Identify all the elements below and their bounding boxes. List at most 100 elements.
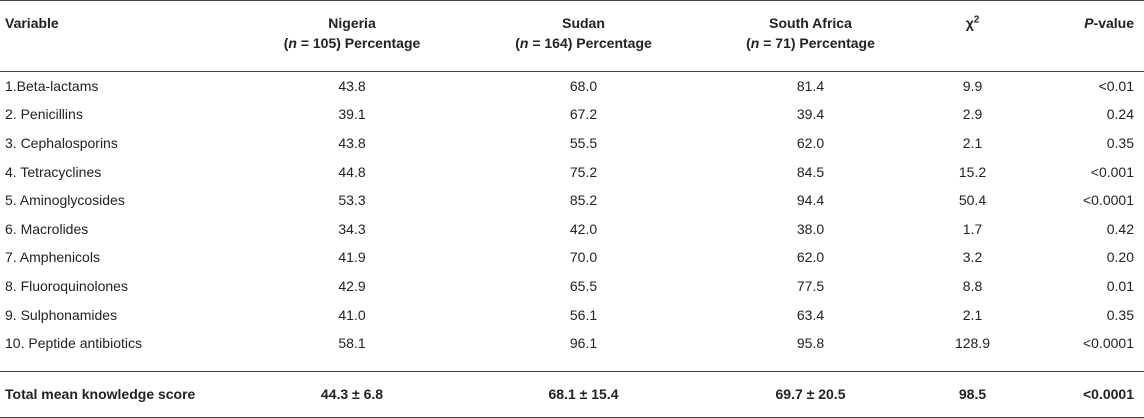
cell-chi-square: 9.9 bbox=[962, 78, 983, 95]
table-row: 6. Macrolides 34.3 42.0 38.0 1.7 0.42 bbox=[0, 214, 1144, 243]
header-south-africa-n-suffix: = 71) Percentage bbox=[759, 35, 875, 51]
cell-p-value: <0.001 bbox=[1090, 163, 1134, 180]
table-body: 1.Beta-lactams 43.8 68.0 81.4 9.9 <0.01 … bbox=[0, 72, 1144, 418]
total-south-africa: 69.7 ± 20.5 bbox=[707, 371, 914, 418]
header-chi-symbol: χ bbox=[965, 15, 974, 31]
total-sudan: 68.1 ± 15.4 bbox=[460, 371, 707, 418]
cell-p-value: 0.42 bbox=[1106, 220, 1134, 237]
table-row: 4. Tetracyclines 44.8 75.2 84.5 15.2 <0.… bbox=[0, 157, 1144, 186]
header-chi-superscript: 2 bbox=[973, 14, 980, 26]
cell-chi-square: 8.8 bbox=[962, 277, 983, 294]
cell-south-africa: 94.4 bbox=[796, 192, 825, 209]
cell-chi-square: 2.1 bbox=[962, 306, 983, 323]
cell-variable: 7. Amphenicols bbox=[5, 249, 100, 266]
cell-chi-square: 1.7 bbox=[962, 220, 983, 237]
cell-p-value: 0.35 bbox=[1106, 306, 1134, 323]
cell-sudan: 96.1 bbox=[569, 335, 598, 352]
cell-chi-square: 2.1 bbox=[962, 134, 983, 151]
section-divider-cell bbox=[0, 357, 1144, 372]
cell-south-africa: 77.5 bbox=[796, 277, 825, 294]
header-south-africa-n-letter: n bbox=[750, 35, 760, 51]
table-row: 1.Beta-lactams 43.8 68.0 81.4 9.9 <0.01 bbox=[0, 72, 1144, 101]
total-nigeria: 44.3 ± 6.8 bbox=[244, 371, 460, 418]
header-sudan-n-suffix: = 164) Percentage bbox=[528, 35, 652, 51]
table-row: 3. Cephalosporins 43.8 55.5 62.0 2.1 0.3… bbox=[0, 129, 1144, 158]
cell-variable: 6. Macrolides bbox=[5, 220, 89, 237]
header-sudan-n: (n = 164) Percentage bbox=[461, 33, 706, 53]
cell-nigeria: 43.8 bbox=[338, 134, 366, 151]
total-chi-square: 98.5 bbox=[914, 371, 1031, 418]
cell-nigeria: 43.8 bbox=[338, 78, 366, 95]
header-sudan-country: Sudan bbox=[562, 15, 605, 31]
cell-p-value: <0.0001 bbox=[1083, 335, 1134, 352]
cell-south-africa: 84.5 bbox=[796, 163, 825, 180]
table-row: 7. Amphenicols 41.9 70.0 62.0 3.2 0.20 bbox=[0, 243, 1144, 272]
total-variable: Total mean knowledge score bbox=[0, 371, 244, 418]
header-south-africa-n-prefix: ( bbox=[746, 35, 751, 51]
table-header: Variable Nigeria (n = 105) Percentage Su… bbox=[0, 0, 1144, 72]
header-p-value: P-value bbox=[1031, 0, 1144, 72]
cell-sudan: 55.5 bbox=[569, 134, 598, 151]
cell-south-africa: 63.4 bbox=[796, 306, 825, 323]
cell-variable: 9. Sulphonamides bbox=[5, 306, 118, 323]
cell-p-value: 0.35 bbox=[1106, 134, 1134, 151]
cell-south-africa: 95.8 bbox=[796, 335, 825, 352]
cell-nigeria: 41.0 bbox=[338, 306, 366, 323]
cell-variable: 10. Peptide antibiotics bbox=[5, 335, 142, 352]
cell-sudan: 68.0 bbox=[569, 78, 598, 95]
cell-nigeria: 58.1 bbox=[338, 335, 366, 352]
header-sudan: Sudan (n = 164) Percentage bbox=[460, 0, 707, 72]
cell-chi-square: 128.9 bbox=[954, 335, 991, 352]
header-nigeria-n-suffix: = 105) Percentage bbox=[296, 35, 421, 51]
cell-south-africa: 62.0 bbox=[796, 134, 825, 151]
header-nigeria-n-prefix: ( bbox=[283, 35, 289, 51]
cell-south-africa: 62.0 bbox=[796, 249, 825, 266]
header-sudan-n-letter: n bbox=[519, 35, 529, 51]
cell-nigeria: 39.1 bbox=[338, 106, 366, 123]
cell-variable: 2. Penicillins bbox=[5, 106, 83, 123]
total-p-value: <0.0001 bbox=[1031, 371, 1144, 418]
cell-sudan: 75.2 bbox=[569, 163, 598, 180]
cell-variable: 1.Beta-lactams bbox=[5, 78, 99, 95]
cell-chi-square: 2.9 bbox=[962, 106, 983, 123]
header-variable: Variable bbox=[0, 0, 244, 72]
cell-p-value: 0.24 bbox=[1106, 106, 1134, 123]
table-row: 8. Fluoroquinolones 42.9 65.5 77.5 8.8 0… bbox=[0, 272, 1144, 301]
header-chi-square: χ2 bbox=[914, 0, 1031, 72]
cell-south-africa: 38.0 bbox=[796, 220, 825, 237]
cell-nigeria: 34.3 bbox=[338, 220, 366, 237]
section-divider bbox=[0, 357, 1144, 372]
header-p-letter: P bbox=[1084, 15, 1094, 31]
cell-south-africa: 81.4 bbox=[796, 78, 825, 95]
header-p-rest: -value bbox=[1093, 15, 1134, 31]
cell-nigeria: 44.8 bbox=[338, 163, 366, 180]
cell-nigeria: 42.9 bbox=[338, 277, 366, 294]
cell-p-value: 0.01 bbox=[1106, 277, 1134, 294]
cell-p-value: <0.0001 bbox=[1083, 192, 1134, 209]
total-row: Total mean knowledge score 44.3 ± 6.8 68… bbox=[0, 371, 1144, 418]
table-row: 9. Sulphonamides 41.0 56.1 63.4 2.1 0.35 bbox=[0, 300, 1144, 329]
cell-p-value: <0.01 bbox=[1098, 78, 1134, 95]
cell-south-africa: 39.4 bbox=[796, 106, 825, 123]
cell-variable: 5. Aminoglycosides bbox=[5, 192, 125, 209]
header-nigeria-n-letter: n bbox=[288, 35, 297, 51]
cell-sudan: 70.0 bbox=[569, 249, 598, 266]
cell-variable: 4. Tetracyclines bbox=[5, 163, 102, 180]
table-row: 5. Aminoglycosides 53.3 85.2 94.4 50.4 <… bbox=[0, 186, 1144, 215]
cell-sudan: 85.2 bbox=[569, 192, 598, 209]
header-nigeria-country: Nigeria bbox=[328, 15, 376, 31]
cell-variable: 3. Cephalosporins bbox=[5, 134, 118, 151]
cell-sudan: 42.0 bbox=[569, 220, 598, 237]
header-row: Variable Nigeria (n = 105) Percentage Su… bbox=[0, 0, 1144, 72]
cell-chi-square: 3.2 bbox=[962, 249, 983, 266]
cell-chi-square: 15.2 bbox=[958, 163, 987, 180]
table-row: 2. Penicillins 39.1 67.2 39.4 2.9 0.24 bbox=[0, 100, 1144, 129]
cell-p-value: 0.20 bbox=[1106, 249, 1134, 266]
header-nigeria: Nigeria (n = 105) Percentage bbox=[244, 0, 460, 72]
header-south-africa-country: South Africa bbox=[769, 15, 852, 31]
cell-nigeria: 53.3 bbox=[338, 192, 366, 209]
header-south-africa: South Africa (n = 71) Percentage bbox=[707, 0, 914, 72]
cell-chi-square: 50.4 bbox=[958, 192, 987, 209]
